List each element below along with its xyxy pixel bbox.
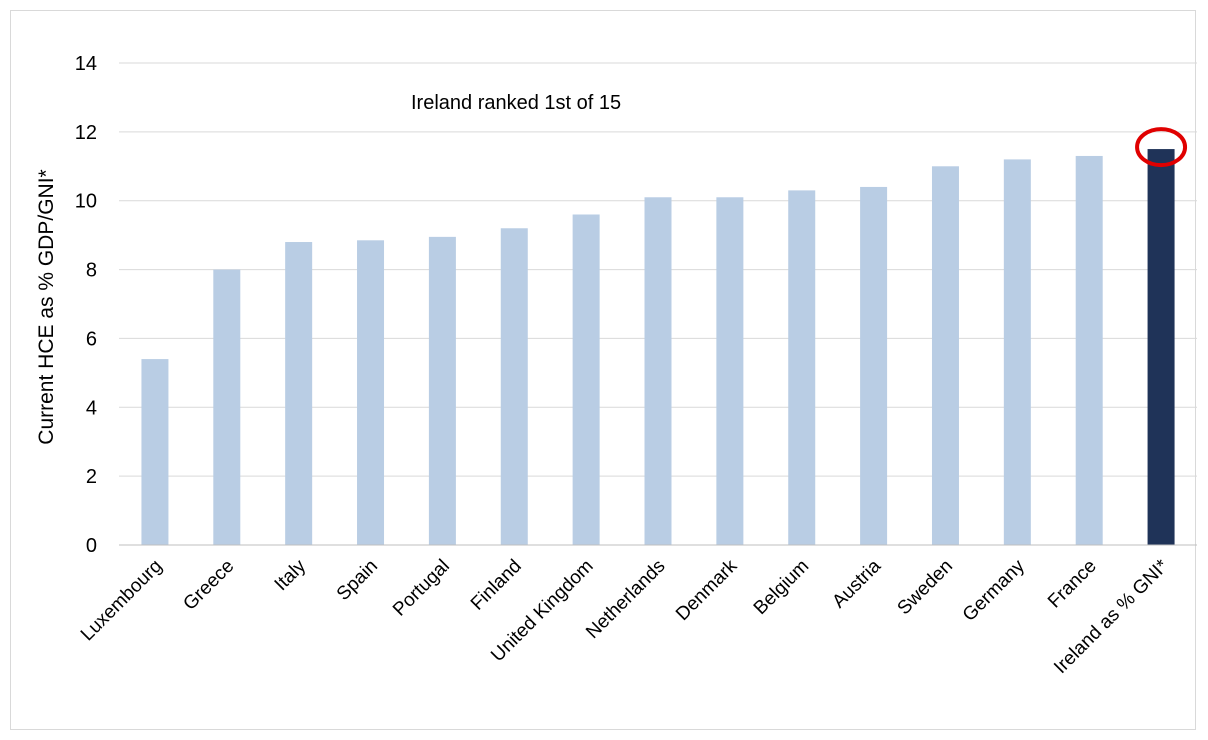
- y-tick-label: 10: [75, 191, 97, 213]
- x-category-label: Denmark: [672, 555, 742, 625]
- bar: [1003, 159, 1031, 545]
- bar: [285, 242, 313, 545]
- bar: [788, 190, 816, 545]
- y-tick-label: 14: [75, 53, 97, 75]
- chart-frame: 0 2 4 6 8 10 12 14 Luxembourg Greece Italy Spain Po…: [10, 10, 1197, 730]
- x-category-label: France: [1044, 556, 1101, 613]
- bar: [644, 197, 672, 545]
- x-axis-categories: Luxembourg Greece Italy Spain Portugal Finlan…: [77, 555, 1173, 678]
- y-tick-label: 12: [75, 122, 97, 144]
- bar-highlight: [1147, 149, 1175, 546]
- y-tick-label: 0: [86, 535, 97, 557]
- bar: [931, 166, 959, 546]
- x-category-label: Greece: [179, 556, 238, 615]
- highlight-marker: [1135, 127, 1188, 168]
- bar: [141, 359, 169, 545]
- x-category-label: Austria: [828, 555, 885, 612]
- highlight-circle: [1135, 127, 1188, 168]
- bar: [213, 269, 241, 545]
- x-category-label: Germany: [959, 555, 1029, 625]
- bar: [428, 236, 456, 545]
- x-category-label: Sweden: [894, 556, 957, 619]
- x-category-label: Spain: [333, 556, 382, 605]
- y-tick-label: 6: [86, 328, 97, 350]
- x-category-label: Portugal: [389, 556, 454, 621]
- y-tick-label: 4: [86, 397, 97, 419]
- x-category-label: Belgium: [750, 556, 813, 619]
- bar: [860, 186, 888, 545]
- chart-annotation: Ireland ranked 1st of 15: [411, 92, 621, 114]
- bar: [500, 228, 528, 545]
- x-category-label: Italy: [271, 555, 311, 595]
- bars: [141, 149, 1175, 546]
- y-tick-label: 8: [86, 260, 97, 282]
- x-category-label: Finland: [467, 556, 526, 615]
- y-axis-label: Current HCE as % GDP/GNI*: [35, 169, 58, 444]
- bar: [1075, 155, 1103, 545]
- y-tick-label: 2: [86, 466, 97, 488]
- x-category-label: Luxembourg: [77, 556, 167, 646]
- bar: [716, 197, 744, 545]
- y-axis-ticks: 0 2 4 6 8 10 12 14: [75, 53, 97, 557]
- bar: [357, 240, 385, 546]
- bar: [572, 214, 600, 545]
- bar-chart: 0 2 4 6 8 10 12 14 Luxembourg Greece Italy Spain Po…: [35, 53, 1197, 678]
